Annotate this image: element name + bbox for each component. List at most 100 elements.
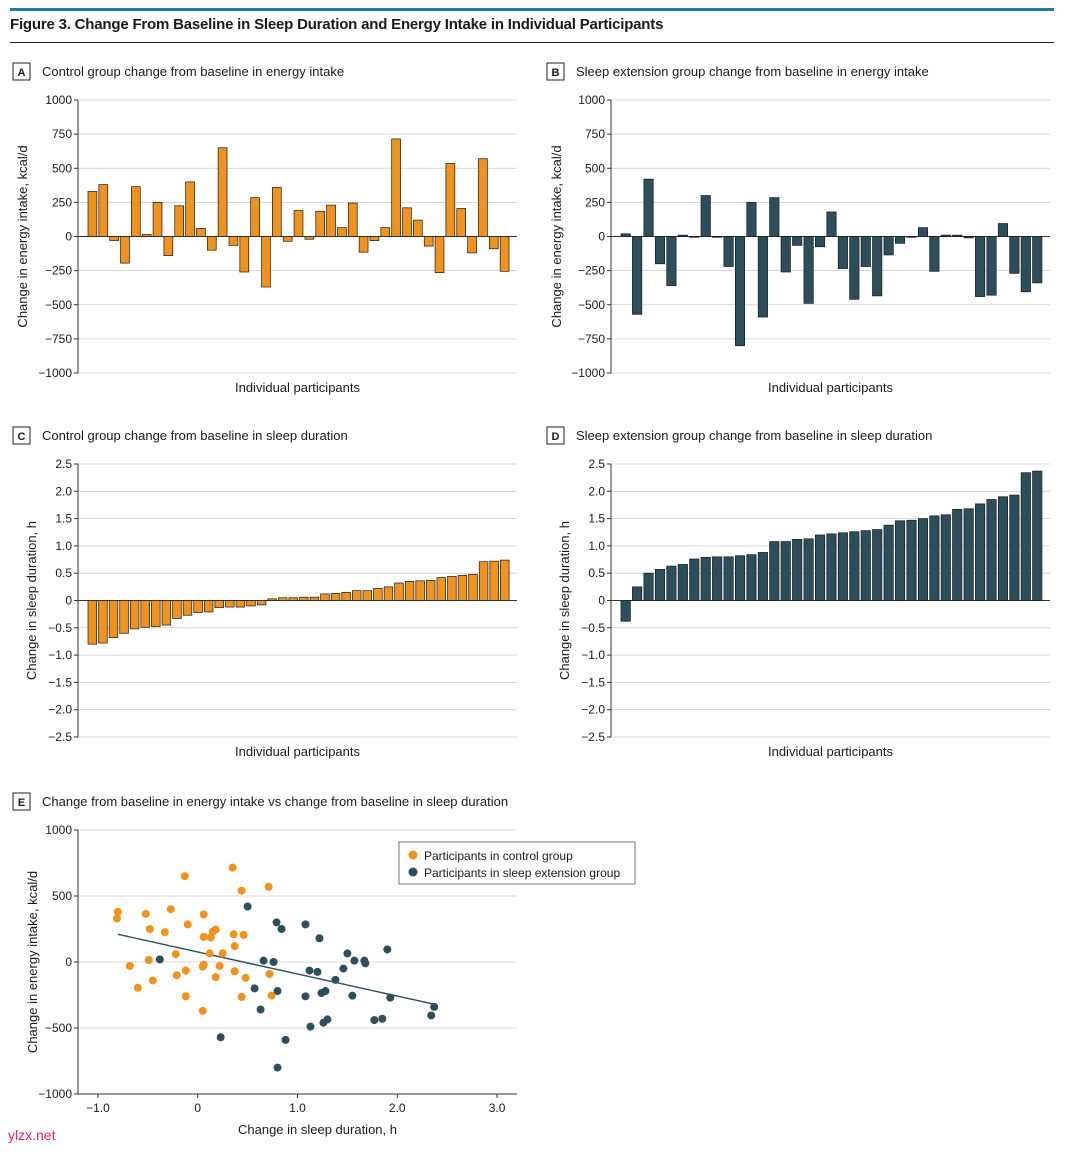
- bar-a: [141, 234, 152, 237]
- bar-a: [369, 236, 380, 241]
- bar-d: [746, 554, 757, 601]
- x-tick-label-e: 3.0: [489, 1101, 506, 1115]
- control-point: [171, 950, 180, 959]
- bar-d: [826, 533, 837, 601]
- bar-c: [489, 560, 499, 601]
- bar-d: [1009, 494, 1020, 601]
- bar-b: [746, 202, 757, 237]
- panel-title-c: Control group change from baseline in sl…: [42, 428, 348, 443]
- bar-d: [803, 538, 814, 601]
- bar-a: [131, 186, 141, 237]
- control-point: [125, 961, 134, 970]
- y-tick-label-a: 250: [52, 195, 72, 209]
- y-tick-label-a: −1000: [38, 366, 72, 380]
- bar-b: [929, 236, 940, 272]
- extension-point: [331, 975, 340, 984]
- extension-point: [273, 1063, 282, 1072]
- control-point: [218, 949, 227, 958]
- bar-b: [643, 178, 654, 237]
- x-axis-label-d: Individual participants: [768, 744, 894, 759]
- control-point: [183, 920, 192, 929]
- extension-point: [383, 945, 392, 954]
- watermark: ylzx.net: [8, 1127, 56, 1143]
- control-point: [228, 863, 237, 872]
- y-tick-label-e: −500: [45, 1021, 72, 1035]
- legend-marker-control: [408, 850, 418, 860]
- extension-point: [343, 949, 352, 958]
- extension-point: [155, 955, 164, 964]
- top-accent-rule: [10, 8, 1054, 11]
- figure-title: Figure 3. Change From Baseline in Sleep …: [10, 16, 664, 33]
- control-point: [133, 983, 142, 992]
- panel-badge-b: [546, 62, 565, 81]
- bar-a: [402, 207, 412, 237]
- extension-point: [427, 1011, 436, 1020]
- bar-d: [700, 557, 711, 601]
- regression-line: [117, 933, 435, 1005]
- y-tick-label-d: 0.5: [588, 566, 605, 580]
- bar-c: [457, 575, 468, 601]
- extension-point: [430, 1002, 439, 1011]
- title-divider: [10, 42, 1054, 43]
- bar-c: [278, 597, 288, 601]
- bar-a: [380, 227, 391, 237]
- extension-point: [259, 956, 268, 965]
- control-point: [198, 1006, 207, 1015]
- bar-a: [228, 236, 239, 246]
- bar-a: [358, 236, 369, 253]
- bar-d: [952, 508, 963, 601]
- bar-a: [174, 205, 185, 237]
- bar-d: [895, 520, 906, 601]
- bar-b: [906, 236, 917, 238]
- control-point: [241, 973, 250, 982]
- y-tick-label-d: 0: [598, 594, 605, 608]
- y-tick-label-c: 2.5: [55, 457, 72, 471]
- bar-b: [860, 236, 871, 267]
- panel-letter-d: D: [552, 431, 560, 443]
- x-axis-label-e: Change in sleep duration, h: [238, 1122, 397, 1137]
- control-point: [148, 976, 157, 985]
- y-tick-label-c: 2.0: [55, 484, 72, 498]
- bar-d: [917, 518, 928, 601]
- y-tick-label-a: −750: [45, 332, 72, 346]
- panel-title-e: Change from baseline in energy intake vs…: [42, 794, 508, 809]
- bar-b: [723, 236, 734, 267]
- control-point: [239, 930, 248, 939]
- extension-point: [370, 1016, 379, 1025]
- bar-a: [87, 191, 98, 237]
- bar-c: [214, 600, 224, 608]
- y-tick-label-c: 1.0: [55, 539, 72, 553]
- extension-point: [243, 902, 252, 911]
- bar-b: [712, 236, 723, 238]
- bar-c: [394, 582, 404, 601]
- bar-c: [246, 600, 256, 607]
- control-point: [199, 910, 208, 919]
- y-tick-label-d: 1.5: [588, 512, 605, 526]
- panel-letter-e: E: [18, 797, 25, 809]
- bar-d: [929, 515, 940, 601]
- control-point: [145, 925, 154, 933]
- bar-c: [362, 590, 372, 601]
- y-tick-label-d: 2.0: [588, 484, 605, 498]
- bar-d: [666, 565, 677, 601]
- bar-d: [677, 564, 688, 601]
- bar-a: [304, 236, 315, 240]
- extension-point: [315, 934, 324, 943]
- bar-d: [769, 541, 780, 601]
- bar-c: [500, 559, 510, 601]
- bar-b: [952, 234, 963, 237]
- y-tick-label-b: 250: [585, 195, 605, 209]
- y-tick-label-b: −250: [578, 264, 605, 278]
- bar-b: [826, 211, 837, 237]
- bar-c: [151, 600, 161, 628]
- bar-c: [320, 593, 330, 601]
- y-tick-label-a: 750: [52, 127, 72, 141]
- bar-d: [689, 558, 700, 601]
- control-point: [211, 973, 220, 982]
- bar-a: [98, 184, 109, 237]
- bar-d: [975, 503, 986, 601]
- panel-letter-a: A: [18, 67, 26, 79]
- bar-c: [140, 600, 150, 628]
- bar-a: [272, 187, 282, 237]
- y-tick-label-e: 0: [65, 955, 72, 969]
